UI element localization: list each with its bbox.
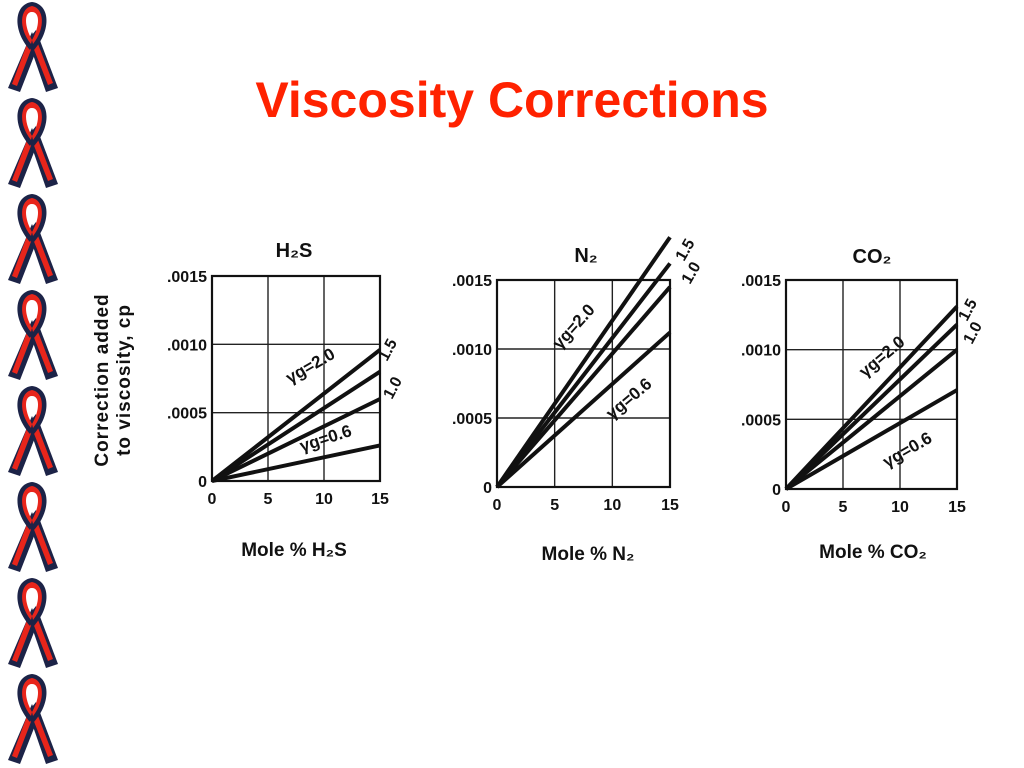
x-axis-label: Mole % N₂ [542,544,635,565]
ribbon-icon [8,2,58,92]
chart-title: N₂ [574,245,597,267]
y-tick-label: .0015 [452,273,492,290]
x-tick-label: 10 [315,491,333,508]
slide-title: Viscosity Corrections [255,72,769,128]
y-axis-label: Correction added to viscosity, cp [92,293,135,466]
x-axis-label: Mole % H₂S [241,540,347,561]
series-line-2-0 [210,348,382,483]
series-line-1-5 [495,262,672,489]
series-line-1-0 [495,285,672,489]
series-line-1-5 [210,369,382,483]
plot-frame [210,274,382,483]
ribbon-icon [8,578,58,668]
series-line-0-6 [211,443,381,483]
x-tick-label: 5 [839,499,848,516]
ribbon-icon [8,98,58,188]
series-annotation: 1.0 [381,374,406,402]
y-tick-label: .0010 [452,342,492,359]
y-axis-label-line2: to viscosity, cp [114,304,135,456]
ribbon-icon [8,482,58,572]
y-tick-label: .0010 [741,343,781,360]
ribbon-icon [8,674,58,764]
ribbon-icon [8,290,58,380]
series-line-2-0 [784,305,959,491]
y-tick-label: .0015 [741,273,781,290]
series-annotation: 1.0 [679,259,705,287]
series-annotation: 1.5 [956,296,981,324]
y-tick-label: 0 [772,482,781,499]
y-tick-label: .0005 [167,406,207,423]
y-tick-label: .0005 [452,411,492,428]
x-tick-label: 0 [208,491,217,508]
x-tick-label: 0 [493,497,502,514]
series-annotation: γg=2.0 [549,300,599,352]
x-tick-label: 10 [603,497,621,514]
ribbon-icon [8,386,58,476]
x-axis-label: Mole % CO₂ [819,542,927,563]
series-annotation: γg=0.6 [880,428,936,471]
plot-frame [495,278,672,489]
x-tick-label: 15 [948,499,966,516]
x-tick-label: 5 [550,497,559,514]
y-tick-label: .0010 [167,337,207,354]
y-tick-label: 0 [483,480,492,497]
series-annotation: 1.0 [961,319,986,347]
y-axis-label-line1: Correction added [92,293,113,466]
x-tick-label: 10 [891,499,909,516]
y-tick-label: 0 [198,474,207,491]
ribbon-icon [8,194,58,284]
series-line-0-6 [784,388,959,491]
x-tick-label: 15 [661,497,679,514]
series-line-1-0 [784,348,959,491]
y-tick-label: .0015 [167,269,207,286]
series-line-1-5 [784,323,959,491]
series-annotation: γg=0.6 [602,374,655,423]
plot-frame [784,278,959,491]
y-tick-label: .0005 [741,412,781,429]
x-tick-label: 5 [264,491,273,508]
chart-2: .0015 .0010 .0005 00 5 10 15 γg=2.0 1.51.0 γg=0.6… [452,236,705,565]
series-line-0-6 [495,330,672,489]
chart-title: CO₂ [853,246,892,268]
x-tick-label: 15 [371,491,389,508]
ribbon-border [8,2,58,764]
series-annotation: 1.5 [673,236,699,264]
series-annotation: γg=2.0 [283,344,339,387]
series-line-1-0 [211,397,381,483]
x-tick-label: 0 [782,499,791,516]
chart-title: H₂S [276,240,313,262]
series-line-2-0 [495,236,672,489]
